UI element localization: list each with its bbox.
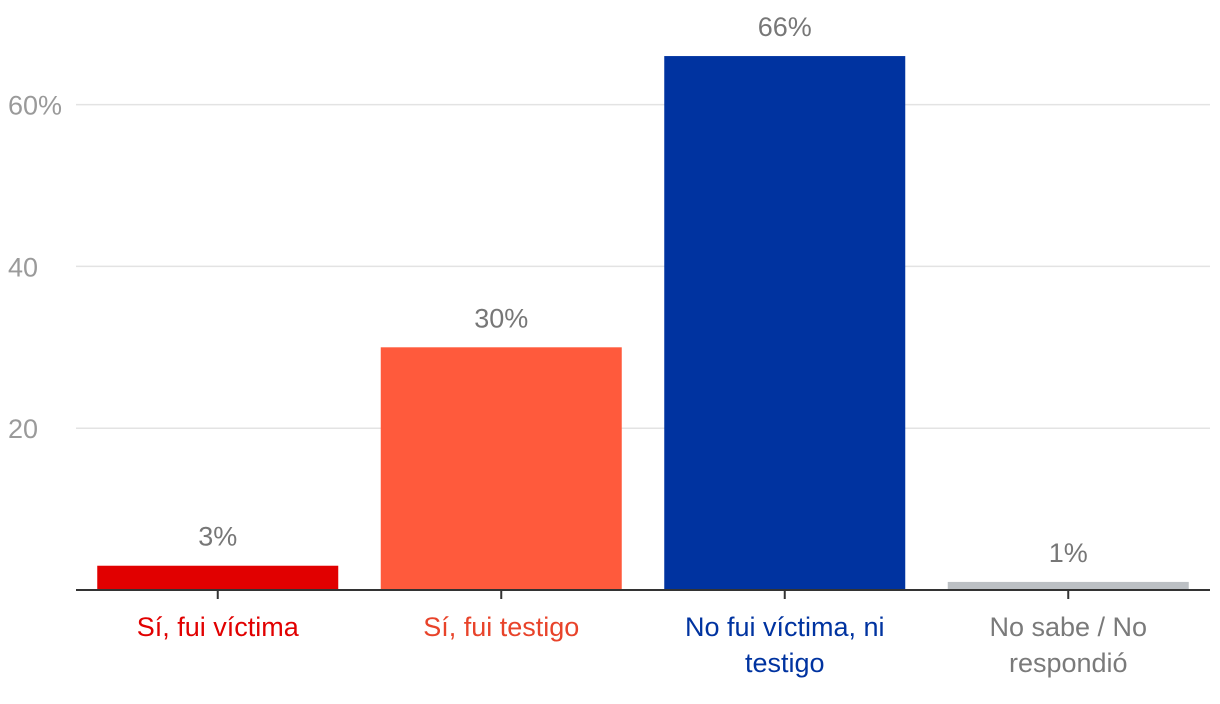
category-label: No fui víctima, ni xyxy=(685,612,885,642)
bar xyxy=(97,565,339,590)
category-label: No sabe / No xyxy=(989,612,1147,642)
bar xyxy=(947,581,1189,590)
data-labels: 3% 30% 66% 1% xyxy=(198,12,1088,568)
y-axis-ticks: 20 40 60% xyxy=(8,91,62,445)
x-axis-ticks xyxy=(216,590,1070,599)
category-label: testigo xyxy=(745,648,825,678)
y-tick-label: 40 xyxy=(8,252,38,282)
bars xyxy=(97,56,1189,591)
bar xyxy=(380,347,622,590)
data-label: 1% xyxy=(1049,538,1088,568)
y-tick-label: 20 xyxy=(8,414,38,444)
data-label: 3% xyxy=(198,522,237,552)
data-label: 66% xyxy=(758,12,812,42)
data-label: 30% xyxy=(474,303,528,333)
category-label: respondió xyxy=(1009,648,1128,678)
category-label: Sí, fui testigo xyxy=(423,612,579,642)
gridlines xyxy=(76,103,1210,429)
y-tick-label: 60% xyxy=(8,91,62,121)
category-labels: Sí, fui víctima Sí, fui testigo No fui víc… xyxy=(137,612,1147,678)
bar xyxy=(664,56,906,591)
category-label: Sí, fui víctima xyxy=(137,612,300,642)
